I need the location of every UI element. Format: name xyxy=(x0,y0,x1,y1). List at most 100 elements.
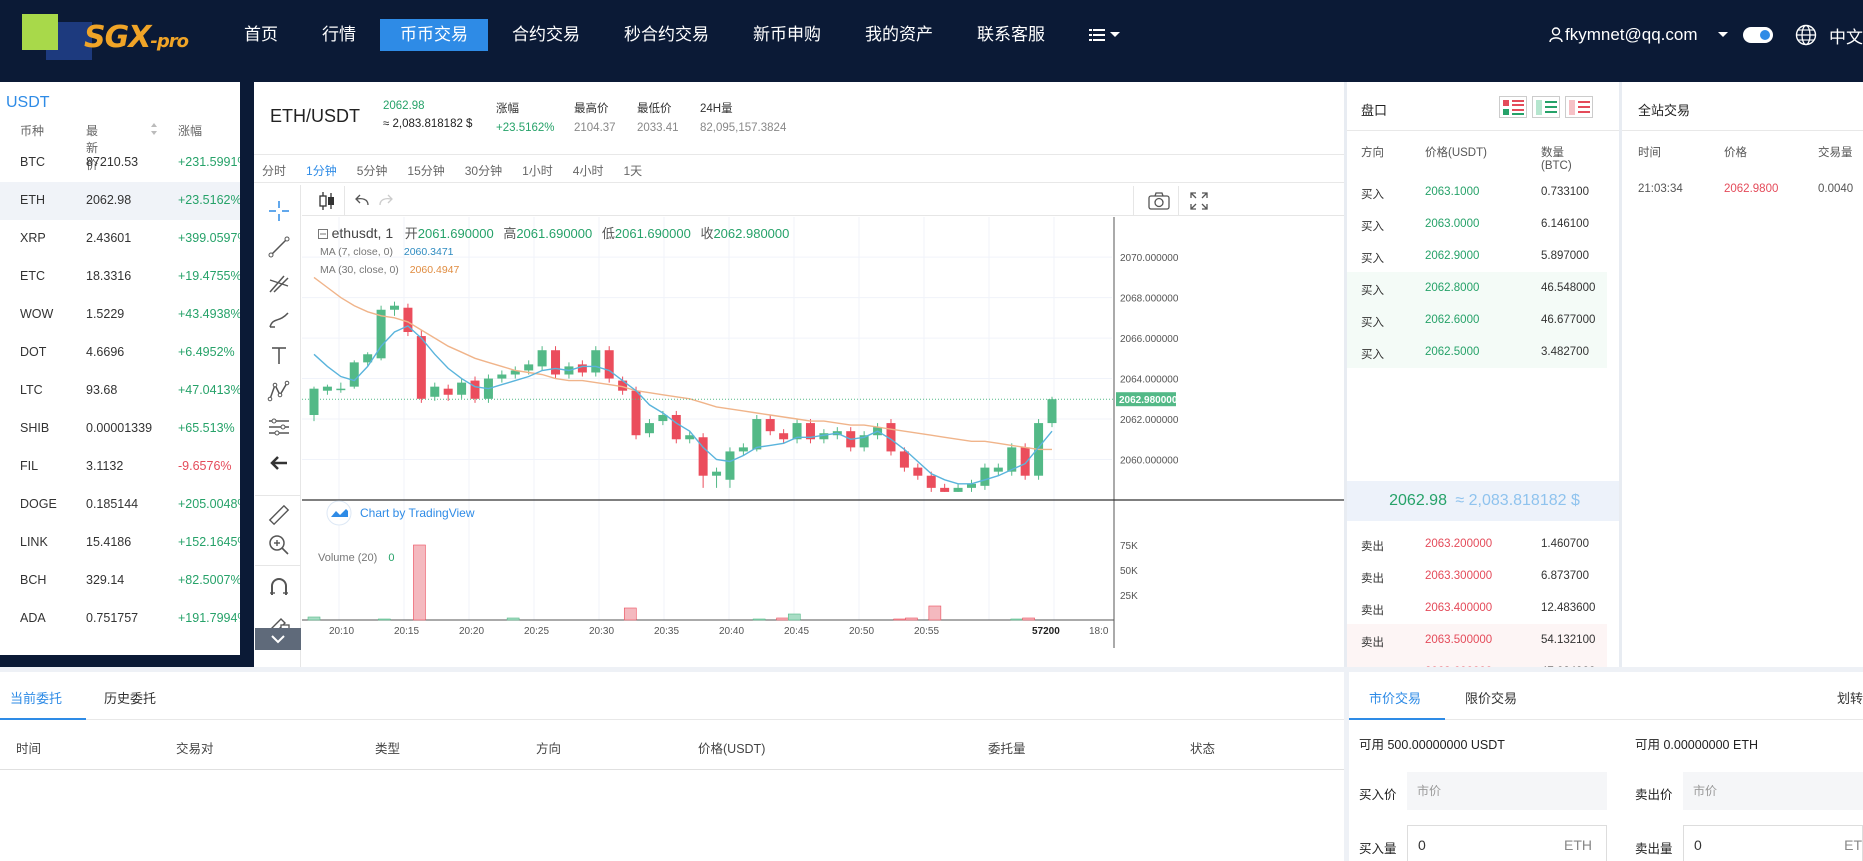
nav-support[interactable]: 联系客服 xyxy=(977,25,1045,44)
redo-icon[interactable] xyxy=(378,193,394,209)
market-row-dot[interactable]: DOT 4.6696 +6.4952% xyxy=(0,334,240,372)
market-row-fil[interactable]: FIL 3.1132 -9.6576% xyxy=(0,448,240,486)
orderbook-asks-view-icon[interactable] xyxy=(1565,96,1593,118)
interval-tab[interactable]: 15分钟 xyxy=(407,164,445,178)
time-tick-label: 20:30 xyxy=(589,626,614,637)
tab-transfer[interactable]: 划转 xyxy=(1837,691,1863,706)
market-row-link[interactable]: LINK 15.4186 +152.1645% xyxy=(0,524,240,562)
buy-qty-input[interactable]: 0 ETH xyxy=(1407,825,1607,861)
orderbook-row[interactable]: 买入 2062.9000 5.897000 xyxy=(1347,240,1607,272)
sort-icon[interactable] xyxy=(150,122,158,136)
interval-tab[interactable]: 30分钟 xyxy=(464,164,503,178)
tab-current-orders[interactable]: 当前委托 xyxy=(10,691,63,706)
collapse-legend-icon[interactable] xyxy=(318,229,328,239)
orderbook-row[interactable]: 卖出 2063.500000 54.132100 xyxy=(1347,624,1607,656)
candle-body xyxy=(899,451,909,468)
pattern-icon[interactable] xyxy=(267,379,291,403)
candlestick-chart[interactable]: 2070.000000 2068.000000 2066.000000 2064.00… xyxy=(302,217,1344,664)
camera-icon[interactable] xyxy=(1148,192,1170,210)
trend-line-icon[interactable] xyxy=(267,235,291,259)
market-row-eth[interactable]: ETH 2062.98 +23.5162% xyxy=(0,182,240,220)
nav-more-menu[interactable] xyxy=(1069,19,1141,51)
nav-contract-trading[interactable]: 合约交易 xyxy=(512,25,580,44)
nav-my-assets[interactable]: 我的资产 xyxy=(865,25,933,44)
candle-body xyxy=(497,374,507,379)
orderbook-row[interactable]: 买入 2062.8000 46.548000 xyxy=(1347,272,1607,304)
sell-qty-input[interactable]: 0 ET xyxy=(1683,825,1863,861)
tradingview-label: Chart by TradingView xyxy=(360,506,475,520)
market-row-bch[interactable]: BCH 329.14 +82.5007% xyxy=(0,562,240,600)
orderbook-row[interactable]: 买入 2062.6000 46.677000 xyxy=(1347,304,1607,336)
nav-home[interactable]: 首页 xyxy=(244,25,278,44)
time-tick-label: 18:0 xyxy=(1089,626,1109,637)
user-email[interactable]: fkymnet@qq.com xyxy=(1565,25,1698,44)
back-arrow-icon[interactable] xyxy=(267,451,291,475)
logo[interactable]: SGX-pro xyxy=(22,14,212,60)
market-row-wow[interactable]: WOW 1.5229 +43.4938% xyxy=(0,296,240,334)
interval-tab[interactable]: 1分钟 xyxy=(306,164,337,178)
market-row-xrp[interactable]: XRP 2.43601 +399.0597% xyxy=(0,220,240,258)
zoom-in-icon[interactable] xyxy=(267,533,291,557)
text-tool-icon[interactable] xyxy=(267,343,291,367)
interval-tab[interactable]: 4小时 xyxy=(572,164,604,178)
col-coin: 币种 xyxy=(20,124,45,138)
volume-label: 24H量 xyxy=(700,103,733,115)
market-row-doge[interactable]: DOGE 0.185144 +205.0048% xyxy=(0,486,240,524)
caret-down-icon xyxy=(1110,32,1120,37)
interval-tab[interactable]: 5分钟 xyxy=(356,164,388,178)
buy-available-balance: 可用 500.00000000 USDT xyxy=(1359,738,1505,752)
market-row-shib[interactable]: SHIB 0.00001339 +65.513% xyxy=(0,410,240,448)
market-row-btc[interactable]: BTC 87210.53 +231.5991% xyxy=(0,144,240,182)
orderbook-row[interactable]: 买入 2063.1000 0.733100 xyxy=(1347,176,1607,208)
brush-icon[interactable] xyxy=(267,307,291,331)
market-row-ltc[interactable]: LTC 93.68 +47.0413% xyxy=(0,372,240,410)
candle-type-icon[interactable] xyxy=(318,190,336,212)
interval-tab[interactable]: 分时 xyxy=(262,164,287,178)
interval-tab[interactable]: 1小时 xyxy=(522,164,553,178)
candle-body xyxy=(805,423,815,440)
orderbook-panel: 盘口 方向 价格(USDT) 数量(BTC) 买入 2063.1000 0.7331… xyxy=(1344,82,1619,667)
prediction-icon[interactable] xyxy=(267,415,291,439)
market-row-ada[interactable]: ADA 0.751757 +191.7994% xyxy=(0,600,240,638)
fullscreen-icon[interactable] xyxy=(1190,192,1208,210)
toolbar-collapse-button[interactable] xyxy=(255,628,301,650)
sell-price-input[interactable]: 市价 xyxy=(1683,772,1863,810)
theme-toggle[interactable] xyxy=(1743,27,1773,43)
tradingview-watermark[interactable]: Chart by TradingView xyxy=(326,500,475,526)
market-change: +82.5007% xyxy=(178,573,240,587)
nav-market[interactable]: 行情 xyxy=(322,25,356,44)
orderbook-row[interactable]: 买入 2063.0000 6.146100 xyxy=(1347,208,1607,240)
nav-spot-trading[interactable]: 币币交易 xyxy=(380,19,488,51)
crosshair-icon[interactable] xyxy=(267,199,291,223)
magnet-icon[interactable] xyxy=(267,575,291,599)
quote-tab-usdt[interactable]: USDT xyxy=(6,94,50,111)
volume-bar xyxy=(377,618,391,621)
language-selector[interactable]: 中文 xyxy=(1829,27,1863,47)
globe-icon[interactable] xyxy=(1795,24,1817,46)
tab-market-order[interactable]: 市价交易 xyxy=(1369,691,1422,706)
market-row-etc[interactable]: ETC 18.3316 +19.4755% xyxy=(0,258,240,296)
tab-order-history[interactable]: 历史委托 xyxy=(104,691,157,706)
candle-body xyxy=(631,390,641,436)
nav-new-coin[interactable]: 新币申购 xyxy=(753,25,821,44)
fib-tool-icon[interactable] xyxy=(267,271,291,295)
undo-icon[interactable] xyxy=(354,193,370,209)
orderbook-bids-view-icon[interactable] xyxy=(1532,96,1560,118)
high-value: 2061.690000 xyxy=(516,226,593,241)
orderbook-row[interactable]: 卖出 2063.200000 1.460700 xyxy=(1347,528,1607,560)
orderbook-both-view-icon[interactable] xyxy=(1499,96,1527,118)
orderbook-row[interactable]: 买入 2062.5000 3.482700 xyxy=(1347,336,1607,368)
caret-down-icon[interactable] xyxy=(1717,31,1729,39)
orderbook-row[interactable]: 卖出 2063.400000 12.483600 xyxy=(1347,592,1607,624)
ruler-icon[interactable] xyxy=(267,503,291,527)
volume-study-label: Volume (20) xyxy=(318,552,378,564)
candle-body xyxy=(470,380,480,399)
last-price: 2062.98 xyxy=(383,100,425,112)
buy-price-input[interactable]: 市价 xyxy=(1407,772,1607,810)
nav-second-contract[interactable]: 秒合约交易 xyxy=(624,25,709,44)
interval-tab[interactable]: 1天 xyxy=(623,164,643,178)
orderbook-row[interactable]: 卖出 2063.300000 6.873700 xyxy=(1347,560,1607,592)
candle-body xyxy=(376,309,386,359)
tab-limit-order[interactable]: 限价交易 xyxy=(1465,691,1518,706)
